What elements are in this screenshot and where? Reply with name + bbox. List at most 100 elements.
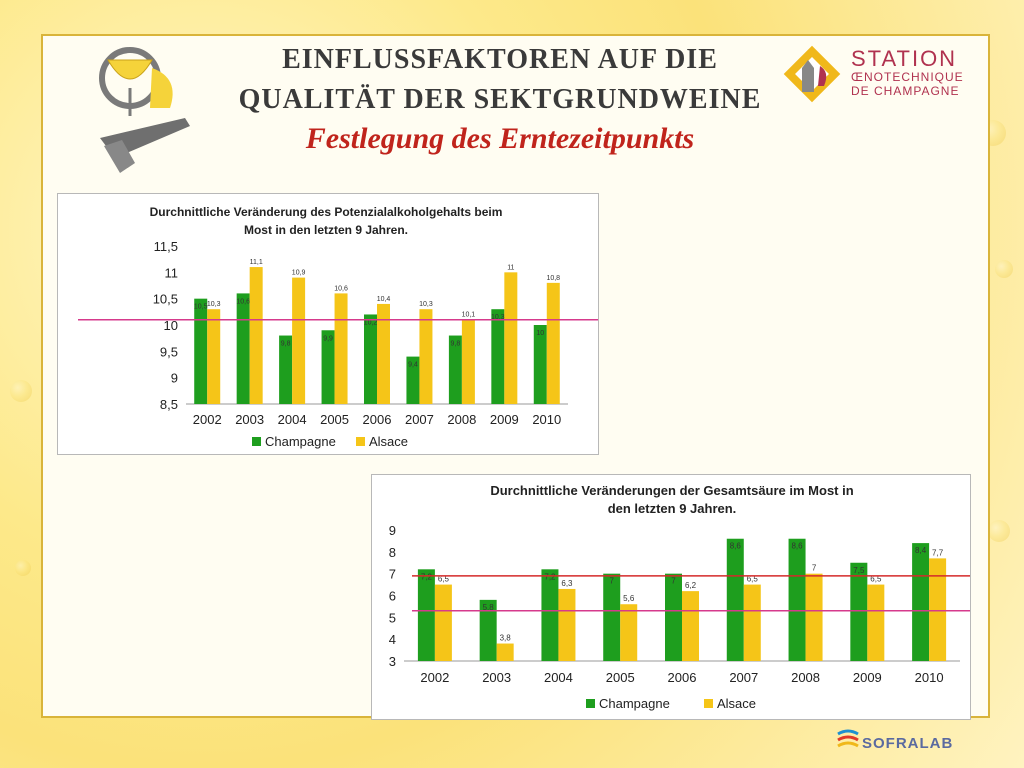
champagne-bar xyxy=(788,538,806,661)
acidity-chart-svg: Durchnittliche Veränderungen der Gesamts… xyxy=(389,483,970,711)
data-label: 9,8 xyxy=(451,341,461,348)
alsace-bar xyxy=(805,573,823,661)
y-tick-label: 9 xyxy=(389,523,396,538)
champagne-bar xyxy=(448,335,462,404)
data-label: 10,9 xyxy=(292,270,306,277)
data-label: 7 xyxy=(812,564,817,573)
x-tick-label: 2005 xyxy=(606,670,635,685)
alsace-bar xyxy=(249,267,263,404)
data-label: 7,2 xyxy=(544,572,556,581)
data-label: 5,6 xyxy=(623,594,635,603)
alsace-bar xyxy=(377,303,390,404)
logo-station-text: STATION xyxy=(851,46,958,71)
legend-label: Champagne xyxy=(265,434,336,449)
decorative-bubble xyxy=(988,520,1010,542)
data-label: 9,4 xyxy=(408,362,418,369)
y-tick-label: 3 xyxy=(389,654,396,669)
data-label: 7 xyxy=(671,577,676,586)
alsace-bar xyxy=(207,309,221,404)
sofralab-logo-icon xyxy=(837,729,859,748)
y-tick-label: 11 xyxy=(165,265,179,280)
sofralab-logo-text: SOFRALAB xyxy=(862,735,954,752)
data-label: 3,8 xyxy=(500,634,512,643)
data-label: 7,5 xyxy=(853,566,865,575)
champagne-bar xyxy=(406,356,420,404)
y-tick-label: 7 xyxy=(389,567,396,582)
y-tick-label: 4 xyxy=(389,632,396,647)
x-tick-label: 2008 xyxy=(791,670,820,685)
data-label: 10,6 xyxy=(334,285,348,292)
champagne-bar xyxy=(726,538,744,661)
data-label: 10,4 xyxy=(377,296,391,303)
x-tick-label: 2010 xyxy=(915,670,944,685)
champagne-bar xyxy=(321,330,335,404)
legend-label: Champagne xyxy=(599,696,670,711)
champagne-bar xyxy=(541,569,559,661)
alsace-bar xyxy=(461,319,475,404)
champagne-bar xyxy=(603,573,621,661)
page-title-line1: EINFLUSSFAKTOREN AUF DIE xyxy=(282,44,718,75)
data-label: 10,2 xyxy=(364,319,378,326)
alsace-bar xyxy=(434,584,452,661)
x-tick-label: 2010 xyxy=(532,412,561,427)
decorative-bubble xyxy=(995,260,1013,278)
chart-title-line1: Durchnittliche Veränderungen der Gesamts… xyxy=(490,483,853,498)
x-tick-label: 2002 xyxy=(420,670,449,685)
data-label: 10,3 xyxy=(491,314,505,321)
alcohol-chart: Durchnittliche Veränderung des Potenzial… xyxy=(57,193,599,455)
alcohol-chart-svg: Durchnittliche Veränderung des Potenzial… xyxy=(78,205,598,449)
alsace-bar xyxy=(867,584,885,661)
y-tick-label: 5 xyxy=(389,610,396,625)
champagne-bar xyxy=(479,599,497,661)
decorative-bubble xyxy=(15,560,31,576)
data-label: 7,7 xyxy=(932,548,944,557)
data-label: 10,3 xyxy=(419,301,433,308)
y-tick-label: 9,5 xyxy=(160,344,178,359)
champagne-bar xyxy=(850,562,868,661)
page-subtitle: Festlegung des Erntezeitpunkts xyxy=(305,122,695,155)
acidity-chart: Durchnittliche Veränderungen der Gesamts… xyxy=(371,474,971,720)
champagne-bar xyxy=(194,298,208,404)
data-label: 7 xyxy=(609,577,614,586)
x-tick-label: 2006 xyxy=(363,412,392,427)
wine-tray-logo xyxy=(99,47,190,173)
y-tick-label: 8 xyxy=(389,545,396,560)
x-tick-label: 2004 xyxy=(278,412,307,427)
x-tick-label: 2002 xyxy=(193,412,222,427)
data-label: 10,6 xyxy=(236,298,250,305)
data-label: 8,4 xyxy=(915,546,927,555)
legend-swatch xyxy=(586,699,595,708)
y-tick-label: 11,5 xyxy=(154,239,178,254)
data-label: 9,9 xyxy=(323,335,333,342)
data-label: 6,2 xyxy=(685,581,697,590)
champagne-bar xyxy=(533,325,547,404)
chart-title-line2: den letzten 9 Jahren. xyxy=(608,501,737,516)
alsace-bar xyxy=(620,604,638,661)
chart-title-line2: Most in den letzten 9 Jahren. xyxy=(244,223,408,237)
data-label: 10 xyxy=(536,330,544,337)
data-label: 8,6 xyxy=(730,542,742,551)
champagne-bar xyxy=(417,569,435,661)
alsace-bar xyxy=(334,293,348,404)
x-tick-label: 2009 xyxy=(853,670,882,685)
data-label: 6,5 xyxy=(870,575,882,584)
data-label: 9,8 xyxy=(281,341,291,348)
alsace-bar xyxy=(496,643,514,661)
y-tick-label: 8,5 xyxy=(160,397,178,412)
data-label: 8,6 xyxy=(791,542,803,551)
page-title-line2: QUALITÄT DER SEKTGRUNDWEINE xyxy=(238,84,762,115)
data-label: 10,8 xyxy=(546,275,560,282)
alsace-bar xyxy=(558,588,576,661)
decorative-bubble xyxy=(10,380,32,402)
alsace-bar xyxy=(419,309,433,404)
logo-champagne-text: DE CHAMPAGNE xyxy=(851,84,960,98)
x-tick-label: 2004 xyxy=(544,670,573,685)
champagne-bar xyxy=(491,309,505,404)
logo-oenotechnique-text: ŒNOTECHNIQUE xyxy=(851,70,964,84)
alsace-bar xyxy=(292,277,306,404)
data-label: 7,2 xyxy=(421,572,433,581)
x-tick-label: 2005 xyxy=(320,412,349,427)
x-tick-label: 2009 xyxy=(490,412,519,427)
x-tick-label: 2003 xyxy=(482,670,511,685)
alsace-bar xyxy=(929,558,947,661)
